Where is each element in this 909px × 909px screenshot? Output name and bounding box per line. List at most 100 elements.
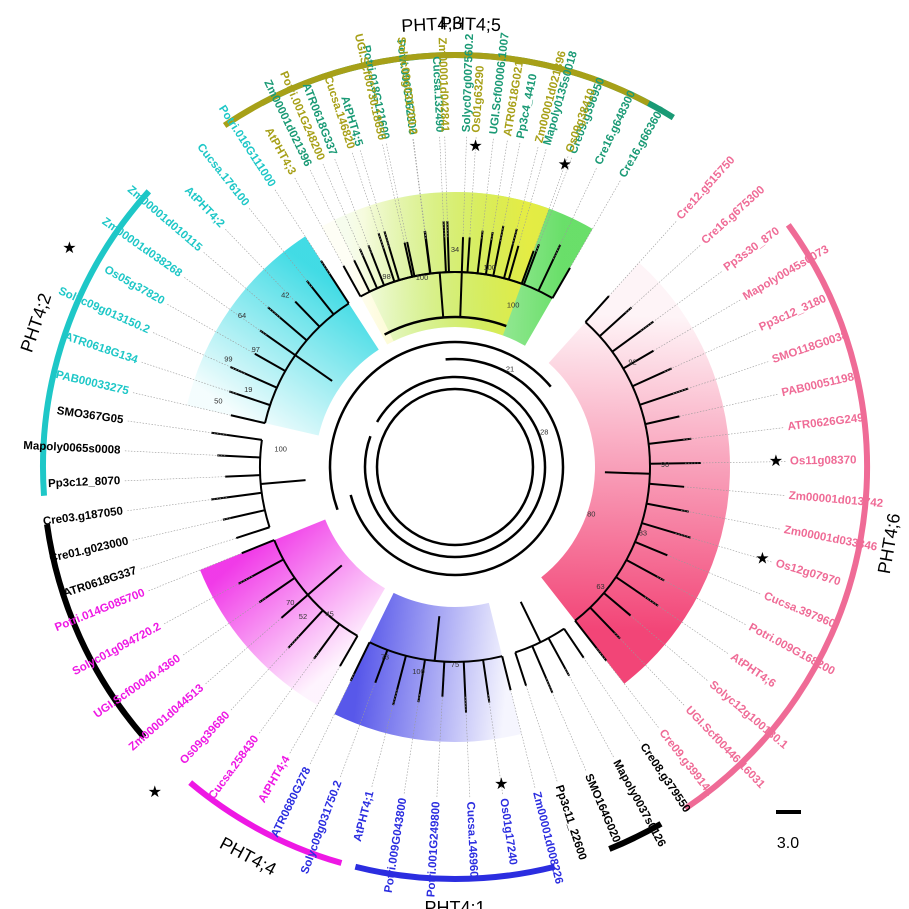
star-marker-icon: ★ [769,453,783,470]
bootstrap-value: 34 [451,245,459,254]
terminal-branch [320,260,350,305]
leaf-guide [132,392,231,416]
leaf-guide [126,497,228,512]
wedge-pht4-3 [321,192,550,345]
leaf-guide [644,596,729,655]
clade-stem [307,564,343,596]
leaf-label: Solyc09g031700.2 [395,36,419,135]
leaf-label: Solyc07g007560.2 [461,34,476,133]
leaf-guide-lines [124,136,786,798]
leaf-label: Potri.001G249800 [425,801,442,897]
clade-branch-arc [273,539,359,637]
leaf-guide [679,393,778,417]
root-circle [375,387,535,547]
arc-pht4-2 [40,189,152,496]
terminal-branch [634,540,668,557]
leaf-guide [309,169,355,261]
leaf-label: Cucsa.397960 [762,590,837,630]
clade-stem [294,354,333,382]
leaf-guide [630,615,708,682]
clade-label-pht4-5: PHT4;5 [440,13,502,35]
terminal-branch [406,241,416,277]
terminal-branch [584,295,610,323]
leaf-guide [525,685,558,782]
bootstrap-value: 19 [244,385,252,394]
bootstrap-value: 98 [382,272,390,281]
leaf-guide [481,138,494,239]
leaf-guide [230,635,300,711]
leaf-label: Os11g08370 [790,454,857,467]
wedge-pht4-4 [200,519,385,706]
leaf-guide [182,597,267,656]
leaf-guide [385,143,408,243]
bootstrap-value: 100 [412,667,425,676]
leaf-guide [403,694,420,795]
leaf-label: Cucsa.258430 [207,733,262,801]
leaf-label: SMO164G0200 [582,772,625,850]
terminal-branch [225,474,261,478]
bootstrap-value: 21 [506,365,514,374]
leaf-guide [683,427,784,440]
leaf-guide [439,136,445,238]
leaf-label: Zm00001d013742 [788,490,883,510]
leaf-guide [351,152,384,249]
arc-black-group-2 [44,523,147,740]
backbone-arc [363,375,547,559]
leaf-label: Os01g17240 [497,798,519,866]
leaf-guide [294,177,344,266]
terminal-branch [531,645,554,694]
arc-pht4-4 [188,780,343,866]
terminal-branch [222,509,266,521]
leaf-guide [140,537,237,570]
terminal-branch [649,482,685,488]
bootstrap-value: 50 [214,397,222,406]
star-marker-icon: ★ [755,550,769,567]
leaf-guide [465,696,471,798]
leaf-guide [535,157,573,252]
bootstrap-value: 83 [639,528,647,537]
leaf-guide [248,207,313,288]
leaf-guide [224,228,296,302]
terminal-branch [466,237,471,273]
leaf-guide [204,617,282,685]
bootstrap-value: 100 [507,300,520,309]
leaf-guide [258,652,319,734]
leaf-guide [462,136,467,238]
terminal-branch [294,300,321,328]
leaf-guide [127,420,228,436]
leaf-guide [183,276,267,336]
terminal-branch [267,306,308,342]
leaf-guide [533,155,569,251]
leaf-guide [667,555,761,595]
leaf-label: Mapoly0065s0008 [23,440,121,457]
bootstrap-value: 52 [299,612,307,621]
leaf-guide [413,138,427,239]
leaf-label: Os12g07970 [774,558,842,589]
bootstrap-value: 90 [661,460,669,469]
terminal-branch [241,539,275,555]
bootstrap-value: 64 [238,311,246,320]
terminal-branch [603,592,632,617]
star-marker-icon: ★ [148,784,162,801]
clade-outer-arcs [40,52,870,882]
bootstrap-value: 75 [451,660,459,669]
clade-label-pht4-1: PHT4;1 [424,898,485,909]
star-marker-icon: ★ [62,240,76,257]
bootstrap-value: 28 [540,428,548,437]
leaf-guide [469,136,477,238]
leaf-guide [491,140,508,240]
bootstrap-value: 42 [281,290,289,299]
terminal-branch [514,652,528,687]
leaf-guide [124,450,226,457]
leaf-guide [163,575,253,625]
terminal-branch [217,454,261,459]
bootstrap-value: 80 [587,510,595,519]
terminal-branch [211,491,262,501]
wedge-pht4-2 [187,236,379,436]
clade-label-pht4-4: PHT4;4 [216,833,279,879]
leaf-guide [444,136,449,238]
leaf-label: AtPHT4;2 [182,185,227,231]
bootstrap-values: 100 100 100 92 90 83 63 97 99 52 42 64 19 50 100 75 100 7… [214,245,669,676]
terminal-branch [441,661,446,697]
